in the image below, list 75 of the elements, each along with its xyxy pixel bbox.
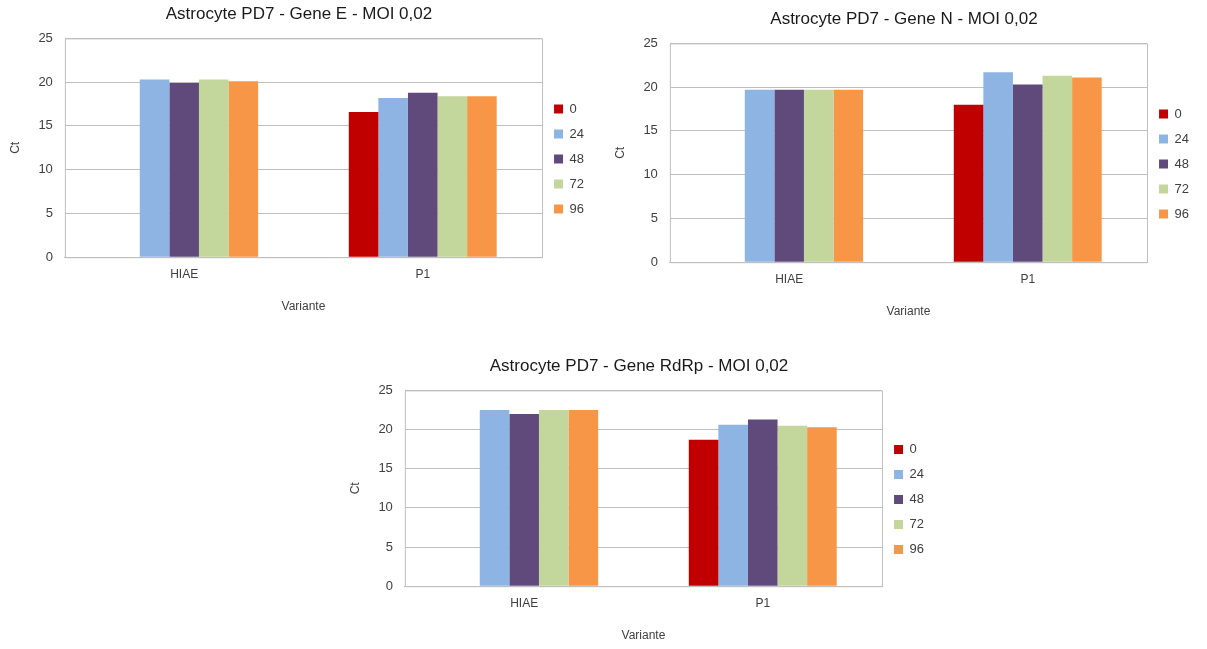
y-tick-label: 20 bbox=[643, 78, 658, 94]
bar bbox=[777, 425, 808, 586]
legend-label: 72 bbox=[909, 516, 925, 532]
y-tick-label: 25 bbox=[378, 381, 393, 397]
legend-label: 96 bbox=[909, 541, 925, 557]
y-tick-label: 20 bbox=[38, 73, 53, 89]
bar bbox=[747, 419, 778, 586]
bar bbox=[718, 424, 748, 586]
bar bbox=[983, 72, 1013, 262]
bar bbox=[228, 81, 259, 257]
x-axis-title: Variante bbox=[886, 304, 931, 319]
x-axis-title: Variante bbox=[281, 299, 326, 314]
bar bbox=[833, 89, 864, 262]
y-tick-label: 5 bbox=[45, 205, 53, 221]
legend-label: 24 bbox=[1174, 130, 1190, 146]
legend-label: 48 bbox=[1174, 155, 1190, 171]
legend-label: 0 bbox=[569, 100, 577, 116]
x-tick-label: HIAE bbox=[775, 271, 804, 286]
legend-label: 96 bbox=[1174, 205, 1190, 221]
y-tick-label: 15 bbox=[643, 122, 658, 138]
legend-label: 0 bbox=[909, 441, 917, 457]
legend-label: 72 bbox=[1174, 180, 1190, 196]
bar bbox=[509, 413, 539, 586]
bar bbox=[348, 111, 379, 257]
x-tick-label: HIAE bbox=[170, 266, 199, 281]
legend-label: 48 bbox=[909, 491, 925, 507]
y-axis-title: Ct bbox=[347, 481, 362, 495]
bar bbox=[198, 79, 229, 257]
bar bbox=[139, 79, 170, 257]
y-tick-label: 0 bbox=[385, 577, 393, 593]
bar bbox=[169, 83, 199, 257]
chart-title: Astrocyte PD7 - Gene N - MOI 0,02 bbox=[770, 8, 1038, 28]
y-tick-label: 10 bbox=[38, 161, 53, 177]
bar bbox=[378, 97, 408, 257]
y-tick-label: 15 bbox=[38, 117, 53, 133]
x-tick-label: HIAE bbox=[510, 595, 539, 610]
y-tick-label: 5 bbox=[650, 210, 658, 226]
bar bbox=[774, 89, 804, 262]
bar bbox=[803, 89, 834, 262]
bar bbox=[407, 92, 438, 257]
y-tick-label: 10 bbox=[378, 499, 393, 515]
legend-label: 24 bbox=[909, 466, 925, 482]
y-tick-label: 0 bbox=[45, 248, 53, 264]
chart-title: Astrocyte PD7 - Gene RdRp - MOI 0,02 bbox=[489, 355, 789, 375]
legend-label: 0 bbox=[1174, 105, 1182, 121]
y-tick-label: 20 bbox=[378, 421, 393, 437]
y-tick-label: 0 bbox=[650, 253, 658, 269]
chart-title: Astrocyte PD7 - Gene E - MOI 0,02 bbox=[165, 3, 433, 23]
bar bbox=[479, 409, 510, 586]
bar bbox=[688, 439, 719, 586]
bar bbox=[437, 96, 468, 257]
x-tick-label: P1 bbox=[415, 266, 431, 281]
legend-label: 24 bbox=[569, 125, 585, 141]
y-tick-label: 5 bbox=[385, 538, 393, 554]
legend-label: 72 bbox=[569, 175, 585, 191]
y-axis-title: Ct bbox=[612, 146, 627, 159]
bar bbox=[744, 89, 775, 262]
x-axis-title: Variante bbox=[621, 628, 666, 643]
bar bbox=[538, 409, 569, 586]
bar bbox=[1012, 84, 1043, 262]
y-tick-label: 15 bbox=[378, 460, 393, 476]
bar bbox=[807, 427, 837, 586]
x-tick-label: P1 bbox=[755, 595, 771, 610]
legend-label: 48 bbox=[569, 150, 585, 166]
bar bbox=[1042, 75, 1073, 262]
y-tick-label: 25 bbox=[38, 29, 53, 45]
bar bbox=[953, 104, 984, 262]
y-axis-title: Ct bbox=[7, 141, 22, 154]
bar bbox=[467, 96, 497, 257]
legend-label: 96 bbox=[569, 200, 585, 216]
bar bbox=[568, 409, 599, 586]
y-tick-label: 25 bbox=[643, 34, 658, 50]
y-tick-label: 10 bbox=[643, 166, 658, 182]
x-tick-label: P1 bbox=[1020, 271, 1036, 286]
bar bbox=[1072, 77, 1102, 262]
